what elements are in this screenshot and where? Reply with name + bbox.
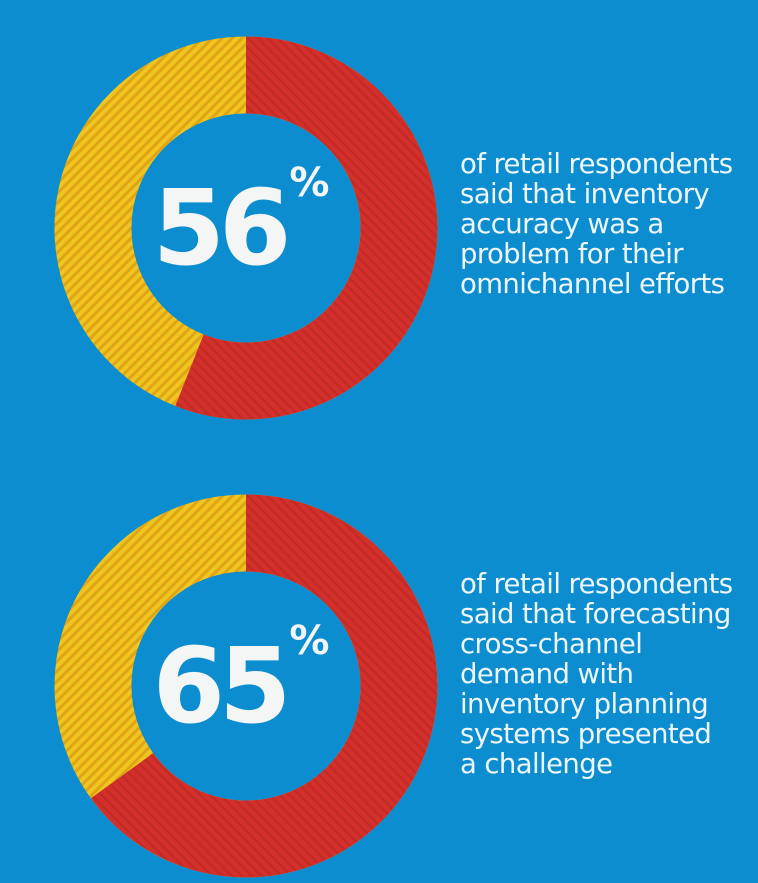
stat-caption: of retail respondents said that inventor… [460, 149, 758, 299]
stat-inventory-accuracy: 56 % of retail respondents said that inv… [0, 0, 758, 440]
caption-line: inventory planning [460, 688, 709, 720]
caption-line: cross-channel [460, 628, 643, 660]
caption-line: of retail respondents [460, 148, 733, 180]
primary-segment [54, 36, 438, 420]
stat-caption: of retail respondents said that forecast… [460, 569, 758, 779]
caption-line: said that inventory [460, 178, 710, 210]
donut-ring [54, 494, 438, 878]
donut-ring [54, 36, 438, 420]
donut-chart: 56 % [54, 36, 438, 420]
caption-line: a challenge [460, 748, 613, 780]
caption-line: demand with [460, 658, 634, 690]
caption-line: said that forecasting [460, 598, 731, 630]
primary-segment [54, 494, 438, 878]
stat-forecasting-demand: 65 % of retail respondents said that for… [0, 440, 758, 883]
caption-line: accuracy was a [460, 208, 664, 240]
caption-line: systems presented [460, 718, 712, 750]
caption-line: of retail respondents [460, 568, 733, 600]
caption-line: problem for their [460, 238, 684, 270]
caption-line: omnichannel efforts [460, 268, 725, 300]
donut-chart: 65 % [54, 494, 438, 878]
